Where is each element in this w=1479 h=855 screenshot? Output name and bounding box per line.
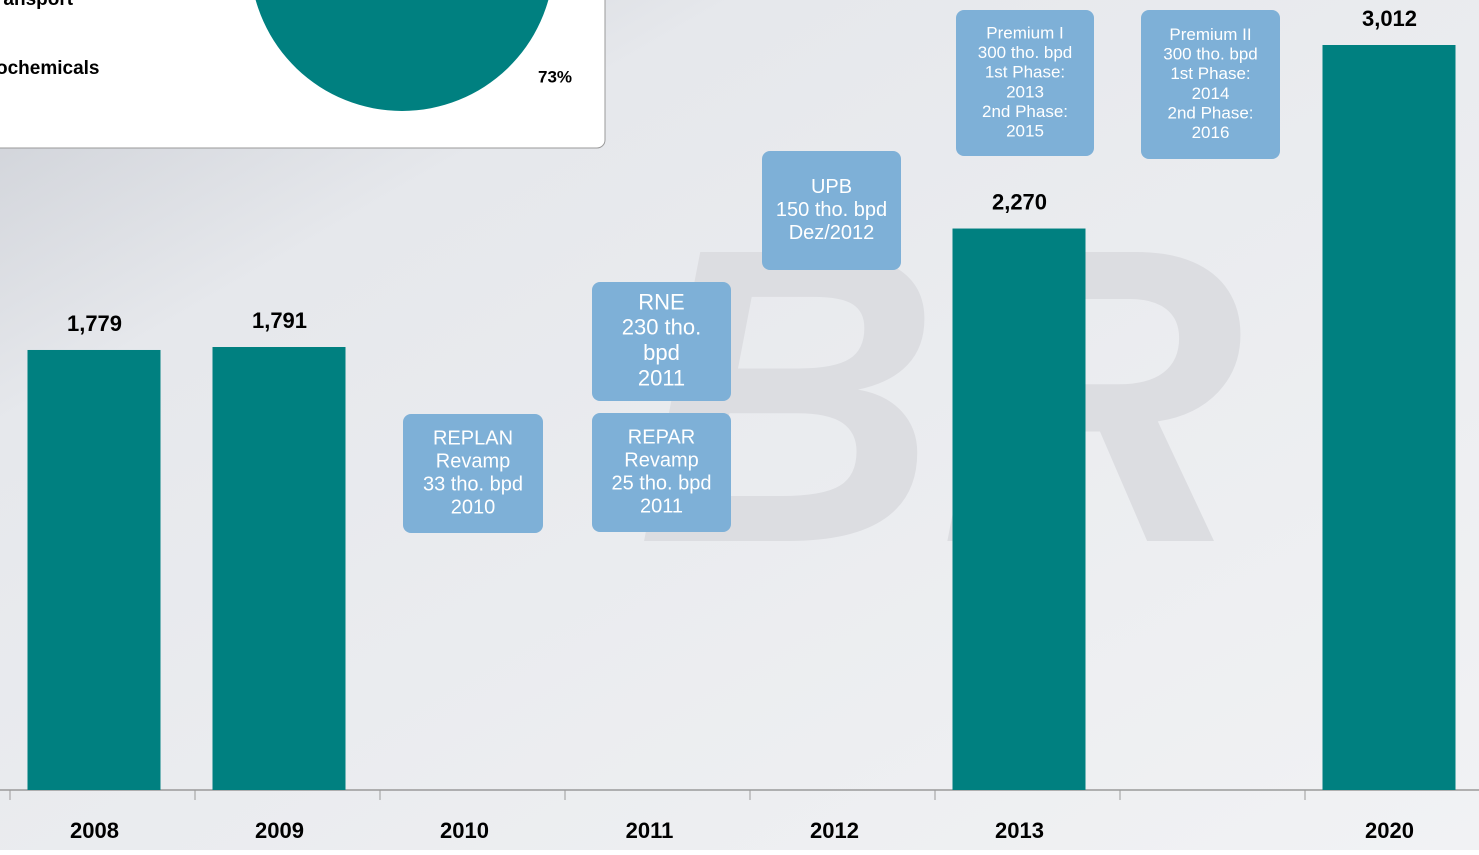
annotation-text: 1st Phase: [1170,64,1250,83]
bar [28,350,161,790]
annotation-text: 2011 [640,495,683,517]
annotation-text: 150 tho. bpd [776,199,887,221]
x-tick-label: 2010 [440,818,489,843]
annotation-text: Dez/2012 [789,222,875,244]
annotation-text: 2010 [451,496,496,518]
annotation-text: 300 tho. bpd [1163,45,1258,64]
legend-label: ochemicals [0,58,100,79]
annotation-text: Revamp [624,449,698,471]
annotation-text: 2016 [1192,123,1230,142]
annotation-text: Premium II [1169,25,1251,44]
value-label: 1,779 [67,311,122,336]
annotation-text: 2nd Phase: [1167,103,1253,122]
annotation-text: bpd [643,340,680,365]
value-label: 3,012 [1362,6,1417,31]
x-tick-label: 2012 [810,818,859,843]
annotation-text: Revamp [436,450,510,472]
annotation-text: 33 tho. bpd [423,473,523,495]
annotation-text: 25 tho. bpd [611,472,711,494]
value-label: 2,270 [992,189,1047,214]
annotation-text: 300 tho. bpd [978,43,1073,62]
annotation-text: UPB [811,176,852,198]
annotation-text: 2014 [1192,84,1230,103]
annotation-text: RNE [638,289,684,314]
annotation-text: REPAR [628,426,695,448]
annotation-text: 2013 [1006,82,1044,101]
chart: BR 20081,77920091,79120102011201220132,2… [0,0,1479,850]
annotation-text: 2011 [638,365,685,390]
x-tick-label: 2013 [995,818,1044,843]
annotation-text: 2nd Phase: [982,102,1068,121]
annotation-text: 1st Phase: [985,63,1065,82]
annotation-text: 230 tho. [622,315,702,340]
annotation-text: REPLAN [433,427,513,449]
annotation-text: 2015 [1006,121,1044,140]
x-tick-label: 2008 [70,818,119,843]
pie-label: 73% [538,67,572,86]
x-tick-label: 2020 [1365,818,1414,843]
bar [1323,45,1456,790]
legend-label: ransport [0,0,74,10]
annotation-text: Premium I [986,24,1063,43]
x-tick-label: 2009 [255,818,304,843]
value-label: 1,791 [252,308,307,333]
bar [953,229,1086,790]
x-tick-label: 2011 [626,818,674,843]
bar [213,347,346,790]
